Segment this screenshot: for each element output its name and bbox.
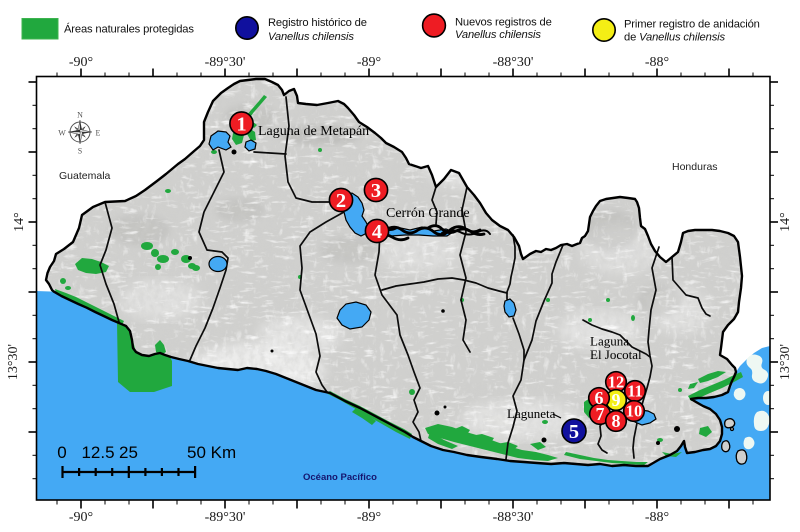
svg-text:Áreas naturales protegidas: Áreas naturales protegidas	[64, 23, 194, 36]
svg-text:25: 25	[119, 443, 138, 462]
svg-text:1: 1	[236, 113, 246, 135]
svg-text:Océano Pacífico: Océano Pacífico	[303, 472, 377, 483]
svg-text:Laguneta: Laguneta	[507, 406, 556, 421]
svg-text:Laguna de Metapán: Laguna de Metapán	[258, 124, 369, 139]
svg-text:-88°30': -88°30'	[493, 510, 534, 525]
svg-text:Nuevos registros de: Nuevos registros de	[455, 17, 552, 29]
svg-text:Primer registro de anidación: Primer registro de anidación	[624, 19, 760, 31]
svg-text:5: 5	[569, 421, 579, 443]
svg-text:14°: 14°	[12, 212, 27, 232]
svg-text:9: 9	[612, 390, 621, 410]
svg-text:Honduras: Honduras	[672, 161, 718, 173]
svg-text:10: 10	[626, 402, 643, 421]
svg-text:Registro histórico de: Registro histórico de	[268, 17, 367, 29]
svg-text:14°: 14°	[778, 212, 793, 232]
svg-text:Laguna: Laguna	[590, 334, 629, 349]
svg-text:-88°: -88°	[645, 55, 669, 70]
svg-text:de Vanellus chilensis: de Vanellus chilensis	[624, 32, 725, 44]
svg-text:4: 4	[372, 221, 382, 243]
svg-text:13°30': 13°30'	[6, 344, 21, 380]
svg-text:11: 11	[627, 382, 643, 401]
svg-text:-90°: -90°	[69, 55, 93, 70]
svg-text:-88°30': -88°30'	[493, 55, 534, 70]
svg-text:12.5: 12.5	[81, 443, 114, 462]
svg-text:El Jocotal: El Jocotal	[590, 347, 642, 362]
svg-text:N: N	[77, 111, 83, 120]
svg-text:-88°: -88°	[645, 510, 669, 525]
svg-text:50 Km: 50 Km	[187, 443, 236, 462]
svg-text:8: 8	[612, 411, 621, 431]
svg-text:6: 6	[595, 388, 604, 408]
svg-text:Cerrón Grande: Cerrón Grande	[386, 206, 470, 221]
svg-text:Guatemala: Guatemala	[59, 170, 111, 182]
svg-text:E: E	[96, 129, 101, 138]
svg-text:7: 7	[596, 404, 605, 424]
svg-text:-89°: -89°	[357, 55, 381, 70]
svg-text:2: 2	[336, 190, 346, 212]
svg-text:12: 12	[608, 373, 625, 392]
svg-text:-89°30': -89°30'	[205, 510, 246, 525]
svg-text:0: 0	[57, 443, 66, 462]
svg-text:S: S	[78, 147, 82, 156]
svg-text:3: 3	[371, 180, 381, 202]
svg-text:13°30': 13°30'	[778, 344, 793, 380]
svg-text:W: W	[58, 129, 66, 138]
svg-text:Vanellus chilensis: Vanellus chilensis	[268, 31, 354, 43]
svg-text:-89°: -89°	[357, 510, 381, 525]
svg-text:-90°: -90°	[69, 510, 93, 525]
svg-text:-89°30': -89°30'	[205, 55, 246, 70]
svg-text:Vanellus chilensis: Vanellus chilensis	[455, 29, 541, 41]
